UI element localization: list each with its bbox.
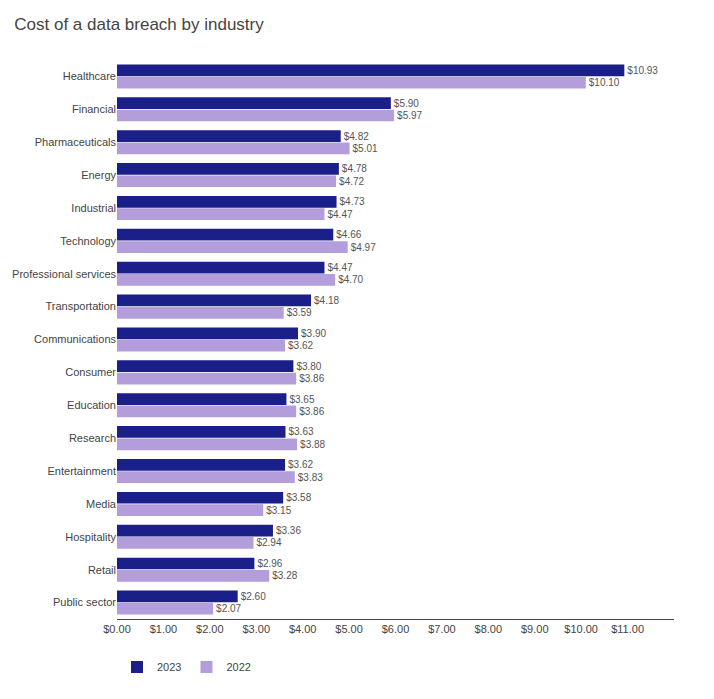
svg-text:$3.83: $3.83 (298, 472, 323, 483)
svg-text:Education: Education (67, 399, 116, 411)
svg-text:2023: 2023 (157, 661, 181, 673)
svg-text:$11.00: $11.00 (611, 623, 644, 635)
svg-text:$3.63: $3.63 (288, 426, 313, 437)
svg-text:$3.28: $3.28 (272, 570, 297, 581)
svg-text:$3.00: $3.00 (242, 623, 270, 635)
svg-text:$3.62: $3.62 (288, 459, 313, 470)
svg-text:$6.00: $6.00 (382, 623, 410, 635)
svg-text:$2.94: $2.94 (256, 537, 281, 548)
svg-text:$3.58: $3.58 (286, 492, 311, 503)
svg-text:$2.96: $2.96 (257, 558, 282, 569)
svg-text:$4.97: $4.97 (351, 242, 376, 253)
svg-text:$4.00: $4.00 (289, 623, 317, 635)
svg-text:$1.00: $1.00 (150, 623, 178, 635)
svg-text:Consumer: Consumer (65, 366, 116, 378)
svg-text:Entertainment: Entertainment (48, 465, 116, 477)
svg-text:$3.88: $3.88 (300, 439, 325, 450)
svg-text:$4.47: $4.47 (327, 209, 352, 220)
svg-text:$4.66: $4.66 (336, 229, 361, 240)
svg-text:$4.73: $4.73 (340, 196, 365, 207)
svg-text:Healthcare: Healthcare (63, 70, 116, 82)
svg-text:$3.80: $3.80 (296, 361, 321, 372)
svg-text:$7.00: $7.00 (428, 623, 456, 635)
svg-text:$3.86: $3.86 (299, 406, 324, 417)
svg-text:$4.82: $4.82 (344, 131, 369, 142)
svg-text:$2.00: $2.00 (196, 623, 224, 635)
svg-text:$3.36: $3.36 (276, 525, 301, 536)
svg-text:Technology: Technology (60, 235, 116, 247)
svg-text:$3.86: $3.86 (299, 373, 324, 384)
svg-text:$5.90: $5.90 (394, 98, 419, 109)
svg-text:$5.97: $5.97 (397, 110, 422, 121)
svg-text:$4.18: $4.18 (314, 295, 339, 306)
svg-text:Transportation: Transportation (45, 300, 116, 312)
svg-text:Retail: Retail (88, 564, 116, 576)
svg-text:2022: 2022 (226, 661, 250, 673)
svg-text:$3.90: $3.90 (301, 328, 326, 339)
svg-text:Professional services: Professional services (12, 268, 116, 280)
svg-text:$10.93: $10.93 (627, 65, 658, 76)
svg-text:$4.70: $4.70 (338, 274, 363, 285)
svg-text:$5.01: $5.01 (353, 143, 378, 154)
svg-text:$2.07: $2.07 (216, 603, 241, 614)
svg-text:Financial: Financial (72, 103, 116, 115)
svg-text:Pharmaceuticals: Pharmaceuticals (35, 136, 117, 148)
svg-text:$5.00: $5.00 (335, 623, 363, 635)
svg-text:Public sector: Public sector (53, 596, 116, 608)
svg-text:$10.00: $10.00 (564, 623, 598, 635)
svg-text:$3.62: $3.62 (288, 340, 313, 351)
svg-text:$3.15: $3.15 (266, 505, 291, 516)
svg-text:$4.47: $4.47 (327, 262, 352, 273)
svg-text:$4.78: $4.78 (342, 163, 367, 174)
svg-text:$2.60: $2.60 (241, 591, 266, 602)
svg-text:Communications: Communications (34, 333, 116, 345)
svg-text:Industrial: Industrial (71, 202, 116, 214)
svg-text:$4.72: $4.72 (339, 176, 364, 187)
svg-text:$9.00: $9.00 (521, 623, 549, 635)
svg-text:$3.59: $3.59 (287, 307, 312, 318)
svg-text:Media: Media (86, 498, 117, 510)
svg-text:$3.65: $3.65 (289, 394, 314, 405)
svg-text:Cost of a data breach by indus: Cost of a data breach by industry (14, 15, 264, 34)
svg-text:Research: Research (69, 432, 116, 444)
svg-text:$0.00: $0.00 (103, 623, 131, 635)
svg-text:Hospitality: Hospitality (65, 531, 116, 543)
svg-text:Energy: Energy (81, 169, 116, 181)
svg-text:$8.00: $8.00 (475, 623, 503, 635)
svg-text:$10.10: $10.10 (589, 77, 620, 88)
